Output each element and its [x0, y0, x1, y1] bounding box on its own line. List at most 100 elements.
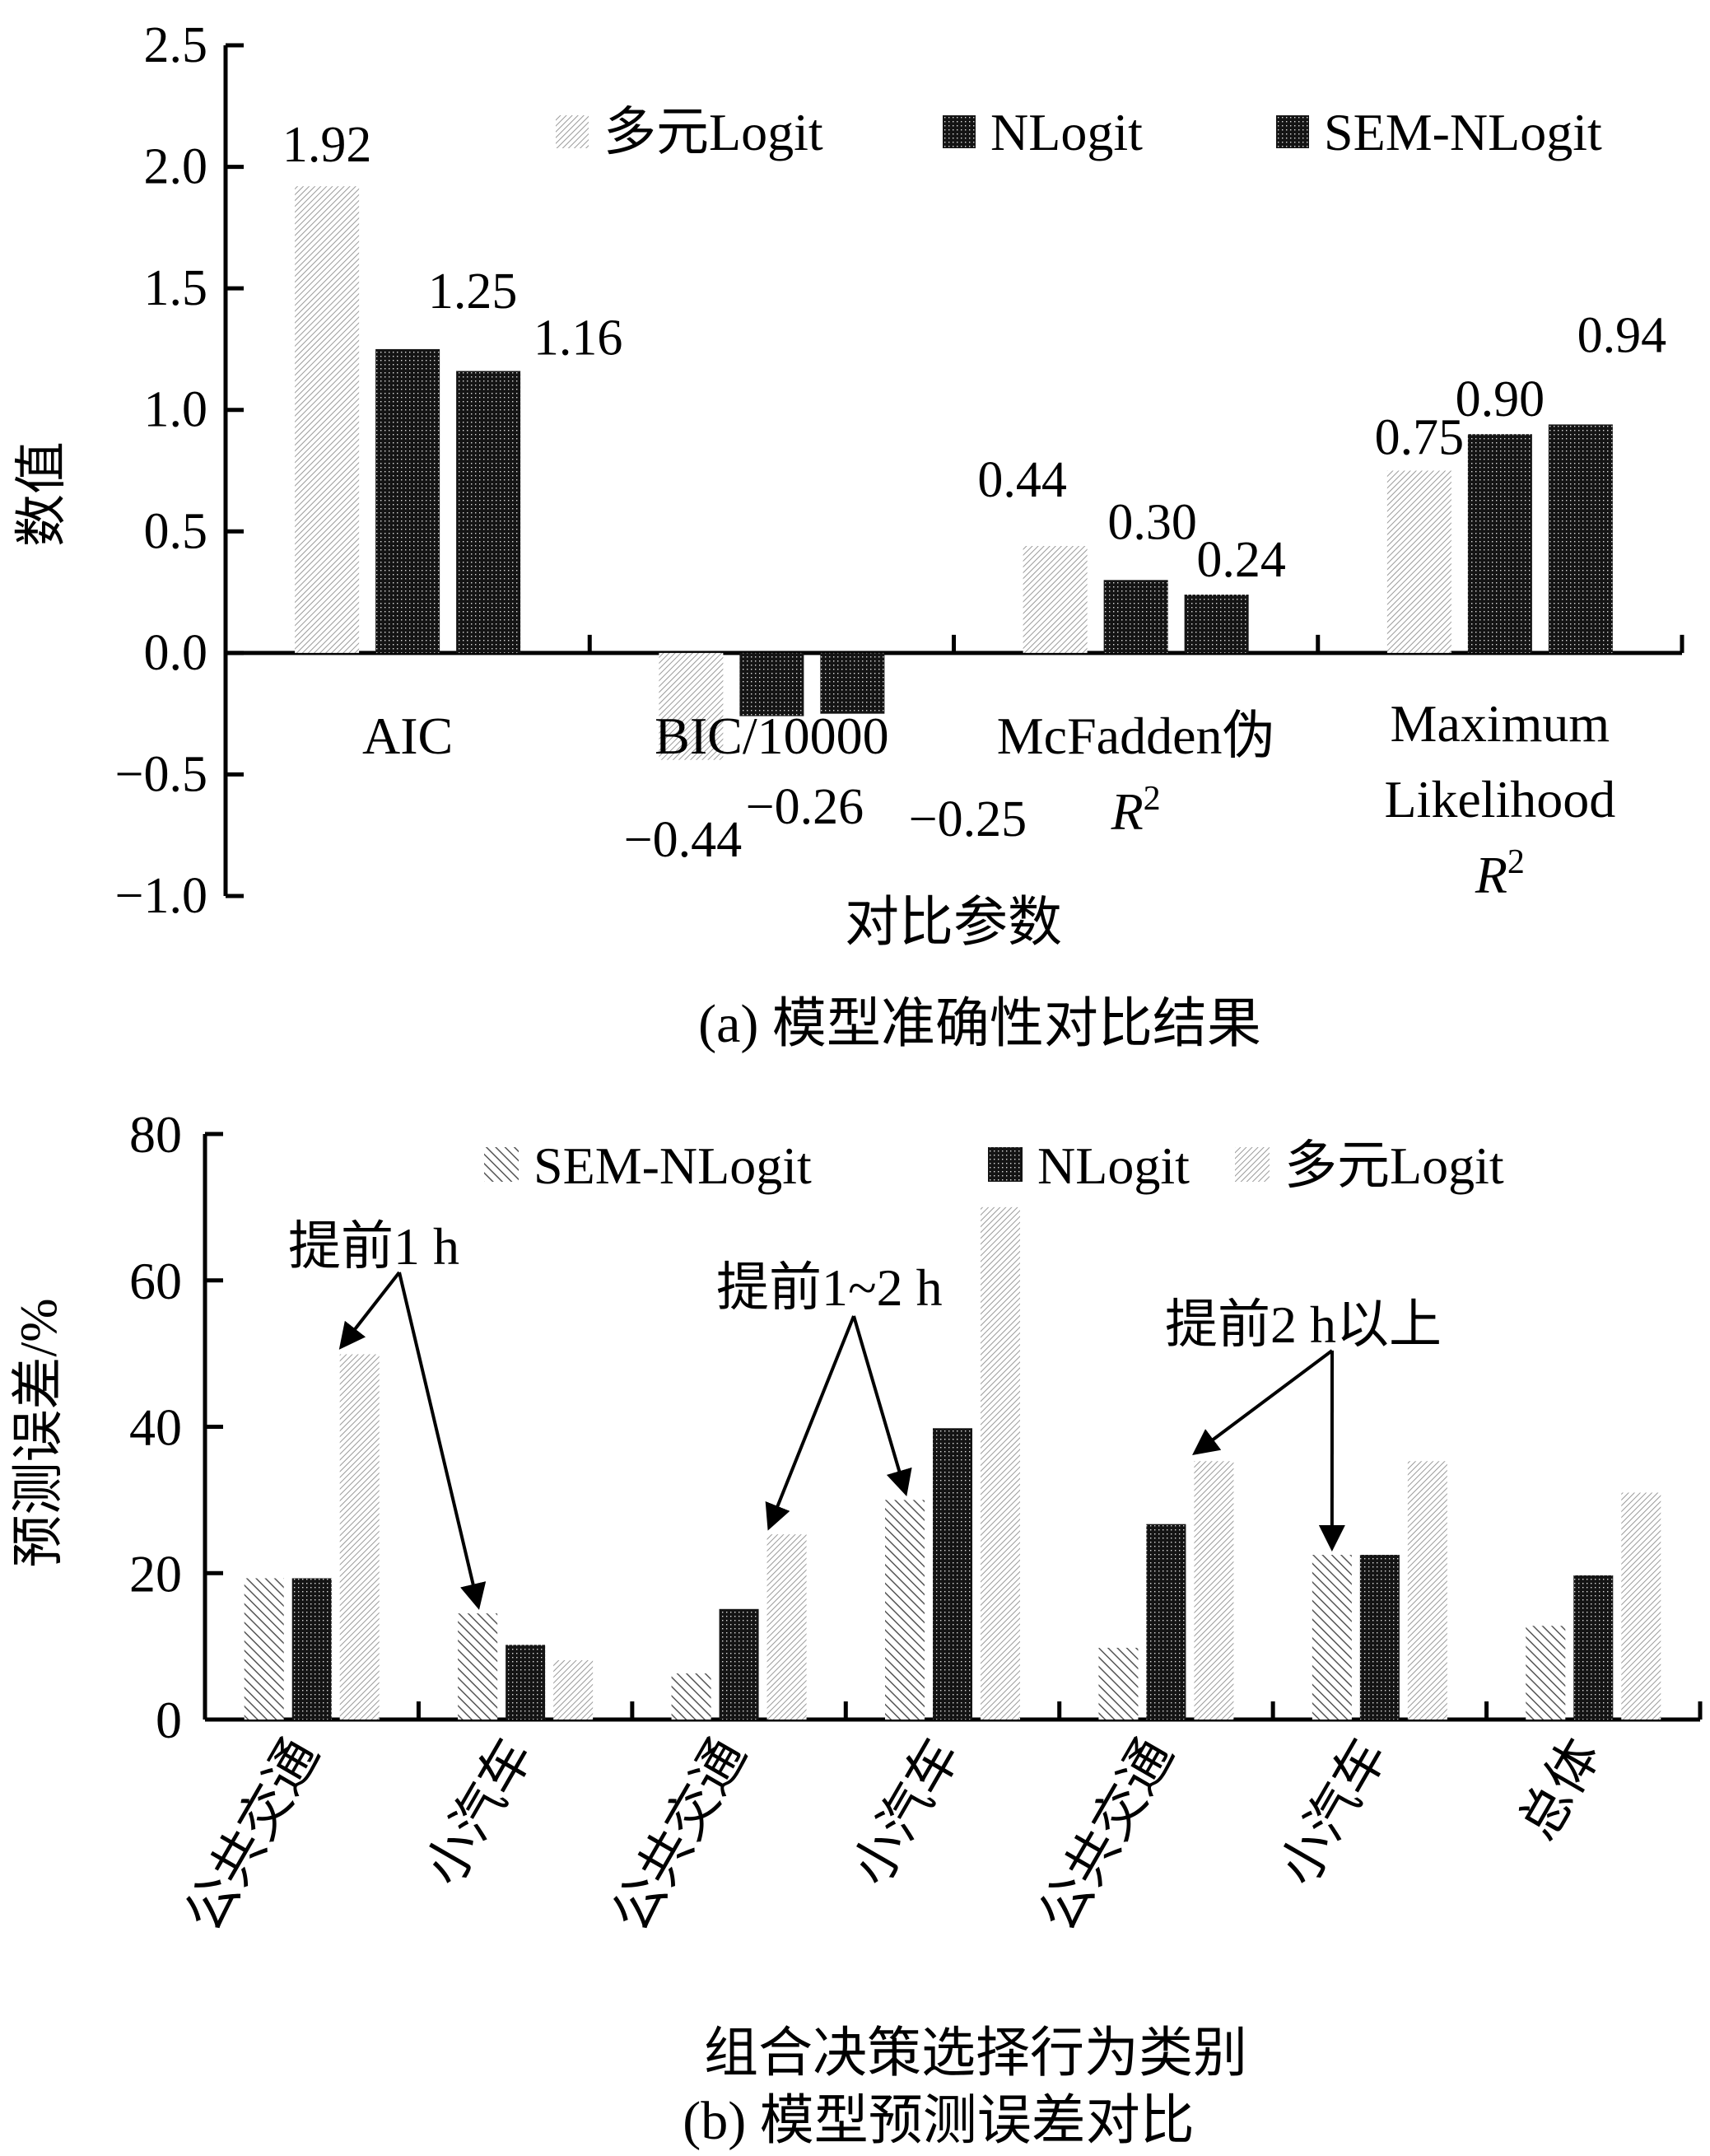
bar-多元Logit [553, 1660, 594, 1720]
bar-NLogit [291, 1578, 332, 1720]
legend-swatch [556, 115, 589, 148]
legend-label: SEM-NLogit [1324, 103, 1602, 161]
bar-SEM-NLogit [244, 1578, 284, 1720]
annotation-label: 提前2 h以上 [1165, 1295, 1442, 1354]
y-tick-label: 40 [129, 1398, 182, 1457]
x-category-label: R2 [1111, 780, 1161, 841]
annotation-arrow [852, 1315, 912, 1497]
annotation-arrow [765, 1315, 855, 1531]
y-tick-label: 1.5 [144, 260, 208, 316]
bar-SEM-NLogit [1312, 1555, 1352, 1720]
bar-SEM-NLogit [671, 1673, 711, 1720]
data-label: −0.26 [746, 779, 864, 835]
caption: (a) 模型准确性对比结果 [698, 994, 1261, 1054]
data-label: 1.25 [428, 264, 518, 320]
x-category-label: 公共交通 [601, 1729, 757, 1941]
x-category-label: 公共交通 [1028, 1729, 1184, 1941]
data-label: 1.16 [534, 310, 623, 366]
bar-SEM-NLogit [820, 652, 885, 714]
bar-多元Logit [295, 186, 360, 653]
legend-label: SEM-NLogit [534, 1136, 812, 1195]
x-category-label: 小汽车 [414, 1729, 543, 1896]
x-category-label: 小汽车 [841, 1729, 971, 1896]
legend-label: NLogit [1037, 1136, 1190, 1195]
bar-多元Logit [981, 1206, 1020, 1720]
bar-SEM-NLogit [458, 1613, 498, 1720]
bar-SEM-NLogit [1098, 1647, 1139, 1720]
bar-NLogit [375, 348, 440, 653]
data-label: 0.75 [1375, 410, 1465, 466]
y-axis-title: 数值 [12, 441, 71, 547]
data-label: 1.92 [282, 117, 372, 173]
bar-多元Logit [1621, 1492, 1661, 1720]
data-label: 0.90 [1456, 371, 1545, 427]
chart-a-accuracy: 2.5 2.0 1.5 1.0 0.5 0.0 −0.5 −1.0 1.92 1.25 1.16 AI… [12, 17, 1684, 1054]
annotation-arrow [1192, 1349, 1334, 1456]
y-tick-label: 80 [129, 1105, 182, 1164]
x-axis-title: 对比参数 [845, 893, 1062, 953]
legend-swatch [988, 1147, 1023, 1182]
x-category-label: BIC/10000 [655, 707, 888, 765]
bar-SEM-NLogit [1548, 424, 1613, 653]
annotation-arrow [398, 1272, 487, 1610]
annotation-label: 提前1~2 h [716, 1258, 943, 1317]
x-category-label: Maximum [1391, 694, 1610, 753]
bar-多元Logit [766, 1534, 807, 1720]
y-tick-label: 2.0 [144, 139, 208, 195]
y-tick-label: −0.5 [115, 746, 207, 802]
bar-多元Logit [659, 652, 724, 760]
bar-多元Logit [1194, 1461, 1234, 1720]
bar-NLogit [506, 1645, 546, 1720]
bar-多元Logit [1407, 1461, 1447, 1720]
y-tick-label: 20 [129, 1544, 182, 1603]
bar-多元Logit [1386, 470, 1451, 653]
y-tick-label: 0 [156, 1691, 182, 1749]
data-label: −0.44 [624, 812, 742, 868]
data-label: 0.44 [977, 452, 1067, 508]
bar-NLogit [739, 652, 804, 716]
bar-SEM-NLogit [456, 371, 521, 653]
bar-多元Logit [1023, 545, 1088, 653]
y-tick-label: 1.0 [144, 382, 208, 438]
legend-swatch [484, 1147, 519, 1182]
x-category-label: 小汽车 [1268, 1729, 1397, 1896]
y-tick-label: 60 [129, 1252, 182, 1310]
x-category-label: McFadden伪 [997, 707, 1275, 765]
bar-多元Logit [339, 1354, 380, 1720]
bar-SEM-NLogit [1526, 1626, 1566, 1720]
y-axis-title: 预测误差/% [9, 1298, 68, 1567]
data-label: 0.30 [1107, 494, 1197, 550]
bar-NLogit [1103, 580, 1168, 653]
caption: (b) 模型预测误差对比 [683, 2091, 1194, 2151]
data-label: 0.24 [1196, 532, 1286, 588]
x-category-label: R2 [1475, 843, 1525, 904]
data-label: −0.25 [909, 791, 1027, 847]
bar-NLogit [1573, 1575, 1614, 1720]
bar-SEM-NLogit [1184, 595, 1249, 653]
annotation-label: 提前1 h [288, 1217, 459, 1276]
bar-NLogit [719, 1608, 759, 1720]
x-category-label: AIC [362, 707, 453, 765]
x-category-label: Likelihood [1384, 770, 1615, 828]
x-axis-title: 组合决策选择行为类别 [704, 2023, 1247, 2084]
y-tick-label: 0.0 [144, 625, 208, 681]
legend-label: 多元Logit [1284, 1136, 1504, 1195]
y-tick-label: 0.5 [144, 503, 208, 559]
legend-swatch [943, 115, 976, 148]
bar-NLogit [933, 1428, 972, 1720]
data-label: 0.94 [1577, 307, 1667, 363]
y-tick-label: 2.5 [144, 17, 208, 73]
bar-SEM-NLogit [885, 1500, 925, 1720]
x-category-label: 公共交通 [174, 1729, 329, 1941]
bar-NLogit [1467, 434, 1532, 653]
legend-swatch [1276, 115, 1309, 148]
x-category-label: 总体 [1508, 1729, 1611, 1850]
bar-NLogit [1146, 1524, 1186, 1720]
annotation-arrow [338, 1271, 401, 1350]
legend-label: NLogit [990, 103, 1143, 161]
y-tick-label: −1.0 [115, 868, 207, 924]
legend-label: 多元Logit [603, 103, 823, 161]
bar-NLogit [1359, 1555, 1400, 1720]
